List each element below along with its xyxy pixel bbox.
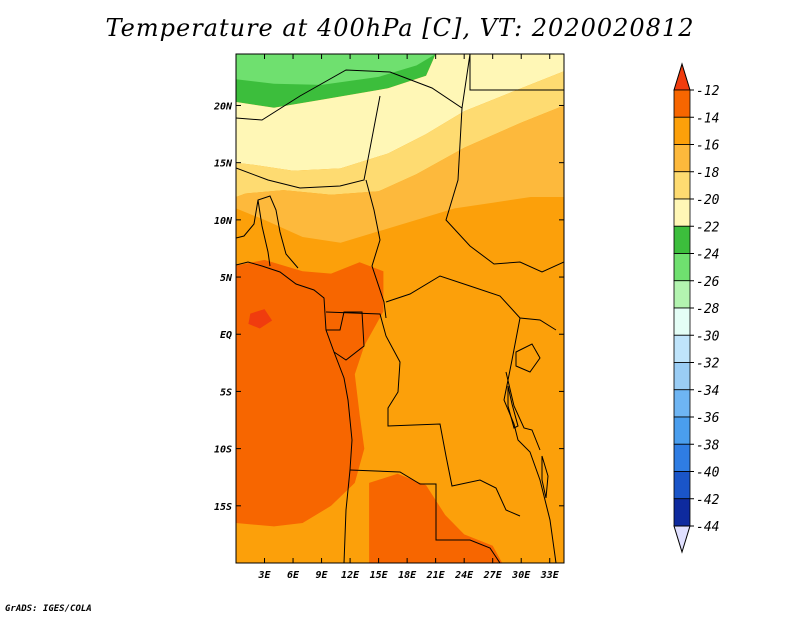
colorbar-box [673, 416, 691, 445]
x-axis-ticks: 3E 6E 9E 12E 15E 18E 21E 24E 27E 30E 33E [257, 54, 560, 581]
x-tick-label: 3E [257, 570, 271, 581]
border-angola-zambia [349, 469, 501, 563]
colorbar-box [673, 443, 691, 472]
colorbar: -12 -14 -16 -18 -20 -22 -24 -26 -28 -30 -32 -34 -36 -… [673, 62, 720, 554]
border-libya-egypt [469, 54, 564, 91]
colorbar-label: -16 [696, 139, 720, 154]
border-gabon [326, 311, 365, 361]
chart-title: Temperature at 400hPa [C], VT: 202002081… [105, 14, 695, 42]
x-tick-label: 6E [287, 570, 300, 581]
country-borders [236, 54, 564, 563]
border-north-sahara [236, 54, 471, 121]
colorbar-label: -26 [696, 275, 720, 290]
border-niger-nigeria [236, 95, 381, 189]
y-tick-label: EQ [220, 330, 232, 341]
colorbar-label: -22 [696, 220, 720, 235]
y-tick-label: 10S [214, 445, 232, 456]
colorbar-label: -30 [696, 329, 720, 344]
x-tick-label: 33E [540, 570, 560, 581]
x-tick-label: 27E [483, 570, 503, 581]
colorbar-box [673, 471, 691, 500]
border-nigeria-cameroon [365, 179, 387, 319]
colorbar-over-arrow [673, 62, 691, 91]
colorbar-box [673, 498, 691, 527]
colorbar-box [673, 307, 691, 336]
region-north-light-green [236, 54, 436, 85]
border-east-africa [503, 317, 557, 563]
y-tick-label: 10N [214, 216, 233, 227]
colorbar-box [673, 144, 691, 173]
colorbar-box [673, 280, 691, 309]
y-tick-label: 15N [214, 159, 233, 170]
colorbar-box [673, 198, 691, 227]
x-tick-label: 24E [454, 570, 474, 581]
colorbar-label: -36 [696, 411, 720, 426]
colorbar-box [673, 171, 691, 200]
colorbar-under-arrow [673, 525, 691, 554]
x-tick-label: 30E [511, 570, 531, 581]
temperature-field [236, 54, 564, 563]
colorbar-label: -24 [696, 248, 719, 263]
border-great-lakes [505, 371, 541, 451]
x-tick-label: 15E [370, 570, 389, 581]
colorbar-label: -28 [696, 302, 720, 317]
colorbar-label: -18 [696, 166, 720, 181]
y-axis-ticks: 20N 15N 10N 5N EQ 5S 10S 15S [213, 101, 564, 513]
colorbar-box [673, 225, 691, 254]
region-sahara-pale-yellow [236, 54, 564, 171]
x-tick-label: 9E [316, 570, 329, 581]
colorbar-label: -20 [696, 193, 720, 208]
plot-frame [235, 53, 565, 564]
colorbar-box [673, 89, 691, 118]
border-drc-west [325, 311, 521, 517]
colorbar-label: -38 [696, 438, 720, 453]
colorbar-label: -32 [696, 357, 720, 372]
region-gulf-guinea-hot-spot [248, 309, 273, 329]
y-tick-label: 5N [220, 273, 233, 284]
x-tick-label: 21E [426, 570, 446, 581]
colorbar-label: -44 [696, 520, 719, 535]
x-tick-label: 12E [341, 570, 360, 581]
region-west-dark-orange [236, 259, 384, 527]
border-chad-sudan [445, 107, 564, 273]
colorbar-label: -12 [696, 84, 720, 99]
colorbar-box [673, 116, 691, 145]
colorbar-label: -42 [696, 493, 720, 508]
colorbar-box [673, 334, 691, 363]
border-ghana-togo [257, 199, 271, 267]
lake-malawi [541, 455, 549, 499]
border-car-congo [385, 275, 557, 331]
lake-victoria [515, 343, 541, 373]
colorbar-box [673, 253, 691, 282]
y-tick-label: 20N [213, 101, 233, 112]
region-sahel-yellow [236, 71, 564, 197]
y-tick-label: 5S [220, 387, 232, 398]
colorbar-label: -40 [696, 466, 720, 481]
border-west-africa [236, 195, 299, 269]
lake-tanganyika [507, 385, 519, 429]
colorbar-label: -14 [696, 111, 719, 126]
colorbar-box [673, 389, 691, 418]
y-tick-label: 15S [214, 502, 232, 513]
colorbar-box [673, 362, 691, 391]
x-tick-label: 18E [398, 570, 417, 581]
colorbar-label: -34 [696, 384, 719, 399]
grads-credit: GrADS: IGES/COLA [5, 604, 92, 614]
